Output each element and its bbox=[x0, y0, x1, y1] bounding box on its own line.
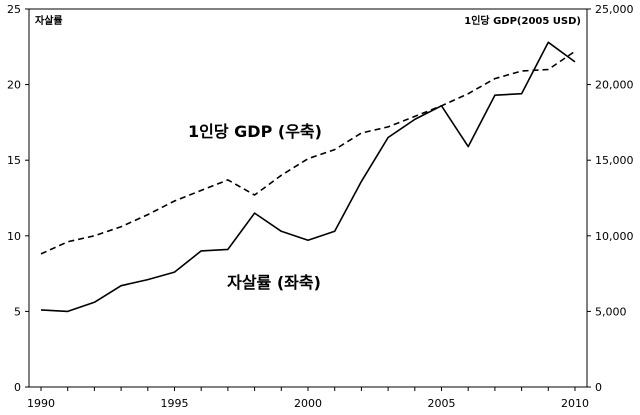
right-tick-label: 15,000 bbox=[595, 154, 634, 167]
x-tick-label: 1995 bbox=[161, 397, 189, 410]
x-tick-label: 2010 bbox=[561, 397, 589, 410]
left-tick-label: 15 bbox=[7, 154, 21, 167]
left-tick-label: 20 bbox=[7, 79, 21, 92]
right-tick-label: 0 bbox=[595, 381, 602, 394]
right-tick-label: 5,000 bbox=[595, 305, 627, 318]
left-axis-ticks: 0 5 10 15 20 25 bbox=[7, 3, 29, 394]
series-line-suicide-rate bbox=[40, 41, 576, 313]
right-tick-label: 10,000 bbox=[595, 230, 634, 243]
left-tick-label: 0 bbox=[14, 381, 21, 394]
x-tick-label: 2005 bbox=[428, 397, 456, 410]
series-layer bbox=[40, 41, 576, 313]
left-tick-label: 10 bbox=[7, 230, 21, 243]
gdp-annotation: 1인당 GDP (우축) bbox=[188, 122, 322, 141]
right-axis-title: 1인당 GDP(2005 USD) bbox=[464, 14, 581, 27]
right-axis-ticks: 0 5,000 10,000 15,000 20,000 25,000 bbox=[587, 3, 634, 394]
left-axis-title: 자살률 bbox=[35, 14, 63, 27]
right-tick-label: 25,000 bbox=[595, 3, 634, 16]
left-tick-label: 25 bbox=[7, 3, 21, 16]
x-tick-label: 2000 bbox=[294, 397, 322, 410]
x-axis-ticks: 1990 1995 2000 2005 2010 bbox=[27, 387, 589, 410]
x-tick-label: 1990 bbox=[27, 397, 55, 410]
left-tick-label: 5 bbox=[14, 305, 21, 318]
series-line-gdp bbox=[40, 50, 576, 255]
suicide-annotation: 자살률 (좌축) bbox=[227, 273, 321, 292]
plot-area bbox=[28, 8, 588, 388]
right-tick-label: 20,000 bbox=[595, 79, 634, 92]
